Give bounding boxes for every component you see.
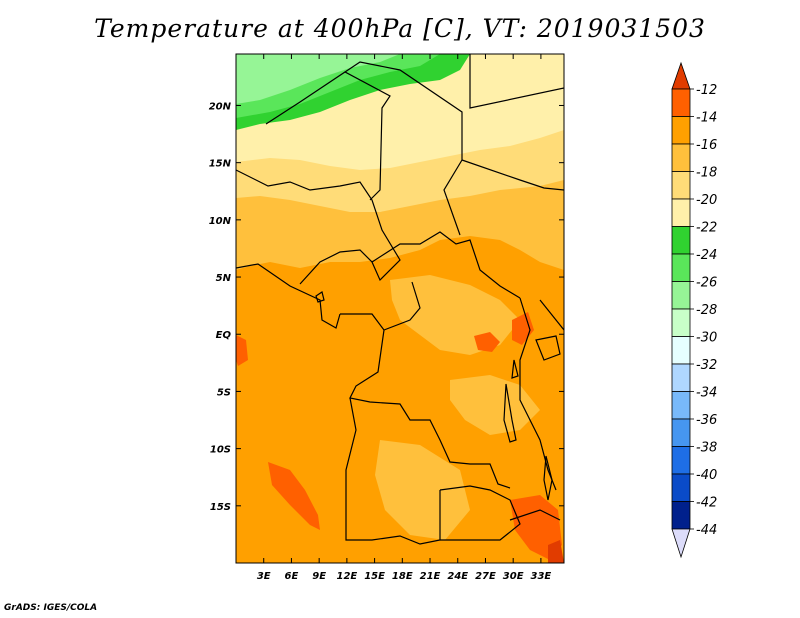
border-zambia xyxy=(439,485,521,541)
colorbar-label: -22 xyxy=(696,221,717,236)
colorbar-label: -20 xyxy=(696,193,717,208)
colorbar-swatch xyxy=(671,281,691,310)
colorbar-label: -14 xyxy=(696,111,717,126)
border-congo xyxy=(340,313,511,489)
border-sahel xyxy=(236,169,401,285)
colorbar-top-arrow xyxy=(671,61,691,90)
lake-malawi xyxy=(543,455,553,501)
y-tick-label: EQ xyxy=(216,330,232,341)
colorbar-swatch xyxy=(671,501,691,530)
colorbar: -12 -14 -16 -18 -20 -22 -24 -26 -28 -30 -32 -34 -36 -… xyxy=(671,61,717,559)
lake-kivu xyxy=(511,359,519,379)
hot-spot-coast xyxy=(236,335,248,366)
x-tick-label: 18E xyxy=(392,571,413,582)
y-tick-label: 15S xyxy=(210,502,231,513)
border-egypt xyxy=(469,54,564,109)
colorbar-label: -12 xyxy=(696,83,717,98)
colorbar-label: -44 xyxy=(696,523,717,538)
colorbar-swatch xyxy=(671,198,691,227)
colorbar-swatch xyxy=(671,226,691,255)
hot-spot-southwest xyxy=(268,462,320,530)
colorbar-swatch xyxy=(671,253,691,282)
x-tick-label: 6E xyxy=(285,571,299,582)
colorbar-label: -24 xyxy=(696,248,717,263)
colorbar-bottom-arrow xyxy=(671,528,691,559)
colorbar-label: -40 xyxy=(696,468,717,483)
border-east-coast xyxy=(539,299,564,331)
map-title: Temperature at 400hPa [C], VT: 201903150… xyxy=(94,14,706,43)
patch-light-orange-south xyxy=(375,440,470,540)
x-tick-label: 15E xyxy=(364,571,385,582)
colorbar-swatch xyxy=(671,88,691,117)
hot-spot-lakes xyxy=(512,312,534,345)
y-tick-label: 10S xyxy=(210,445,231,456)
x-tick-label: 27E xyxy=(475,571,496,582)
x-tick-label: 33E xyxy=(531,571,552,582)
x-tick-label: 12E xyxy=(336,571,357,582)
y-axis-ticks: 20N 15N 10N 5N EQ 5S 10S 15S xyxy=(209,101,564,513)
x-tick-label: 9E xyxy=(312,571,326,582)
colorbar-swatch xyxy=(671,116,691,145)
y-tick-label: 15N xyxy=(209,159,232,170)
y-tick-label: 5S xyxy=(217,387,231,398)
border-congo-inner xyxy=(383,281,421,331)
temperature-field xyxy=(236,54,564,563)
colorbar-swatch xyxy=(671,363,691,392)
y-tick-label: 10N xyxy=(209,216,232,227)
colorbar-label: -32 xyxy=(696,358,717,373)
colorbar-label: -30 xyxy=(696,331,717,346)
colorbar-swatch xyxy=(671,446,691,475)
colorbar-swatch xyxy=(671,308,691,337)
y-tick-label: 5N xyxy=(216,273,232,284)
colorbar-swatch xyxy=(671,171,691,200)
band-minus28-minus26 xyxy=(236,54,400,104)
x-tick-label: 3E xyxy=(257,571,271,582)
border-chad-libya xyxy=(344,61,463,236)
border-mozambique xyxy=(509,509,561,521)
lake-victoria xyxy=(535,335,561,361)
country-borders xyxy=(236,54,564,545)
border-west-coast xyxy=(236,263,341,329)
colorbar-swatch xyxy=(671,473,691,502)
colorbar-label: -36 xyxy=(696,413,717,428)
colorbar-label: -26 xyxy=(696,276,717,291)
x-tick-label: 24E xyxy=(447,571,468,582)
border-north-lines xyxy=(265,71,391,201)
border-angola xyxy=(345,397,441,545)
x-tick-label: 21E xyxy=(420,571,441,582)
x-tick-label: 30E xyxy=(503,571,524,582)
colorbar-label: -28 xyxy=(696,303,717,318)
hot-spot-central xyxy=(474,332,500,352)
hot-spot-southeast xyxy=(510,495,562,560)
island-bioko xyxy=(315,291,325,303)
colorbar-label: -34 xyxy=(696,386,717,401)
map-frame xyxy=(235,53,565,564)
colorbar-swatch xyxy=(671,391,691,420)
border-sudan xyxy=(461,159,564,191)
colorbar-label: -42 xyxy=(696,496,717,511)
hot-spot-southeast-core xyxy=(548,540,564,563)
colorbar-swatch xyxy=(671,143,691,172)
y-tick-label: 20N xyxy=(209,101,232,112)
patch-light-orange-east xyxy=(450,375,540,435)
colorbar-swatch xyxy=(671,336,691,365)
colorbar-label: -38 xyxy=(696,441,717,456)
colorbar-label: -16 xyxy=(696,138,717,153)
x-axis-ticks: 3E 6E 9E 12E 15E 18E 21E 24E 27E 30E 33E xyxy=(257,54,552,582)
grads-credit: GrADS: IGES/COLA xyxy=(4,603,98,613)
colorbar-swatch xyxy=(671,418,691,447)
lake-tanganyika xyxy=(503,383,517,443)
border-central-africa xyxy=(371,231,521,299)
colorbar-label: -18 xyxy=(696,166,717,181)
border-east-africa xyxy=(519,297,557,491)
